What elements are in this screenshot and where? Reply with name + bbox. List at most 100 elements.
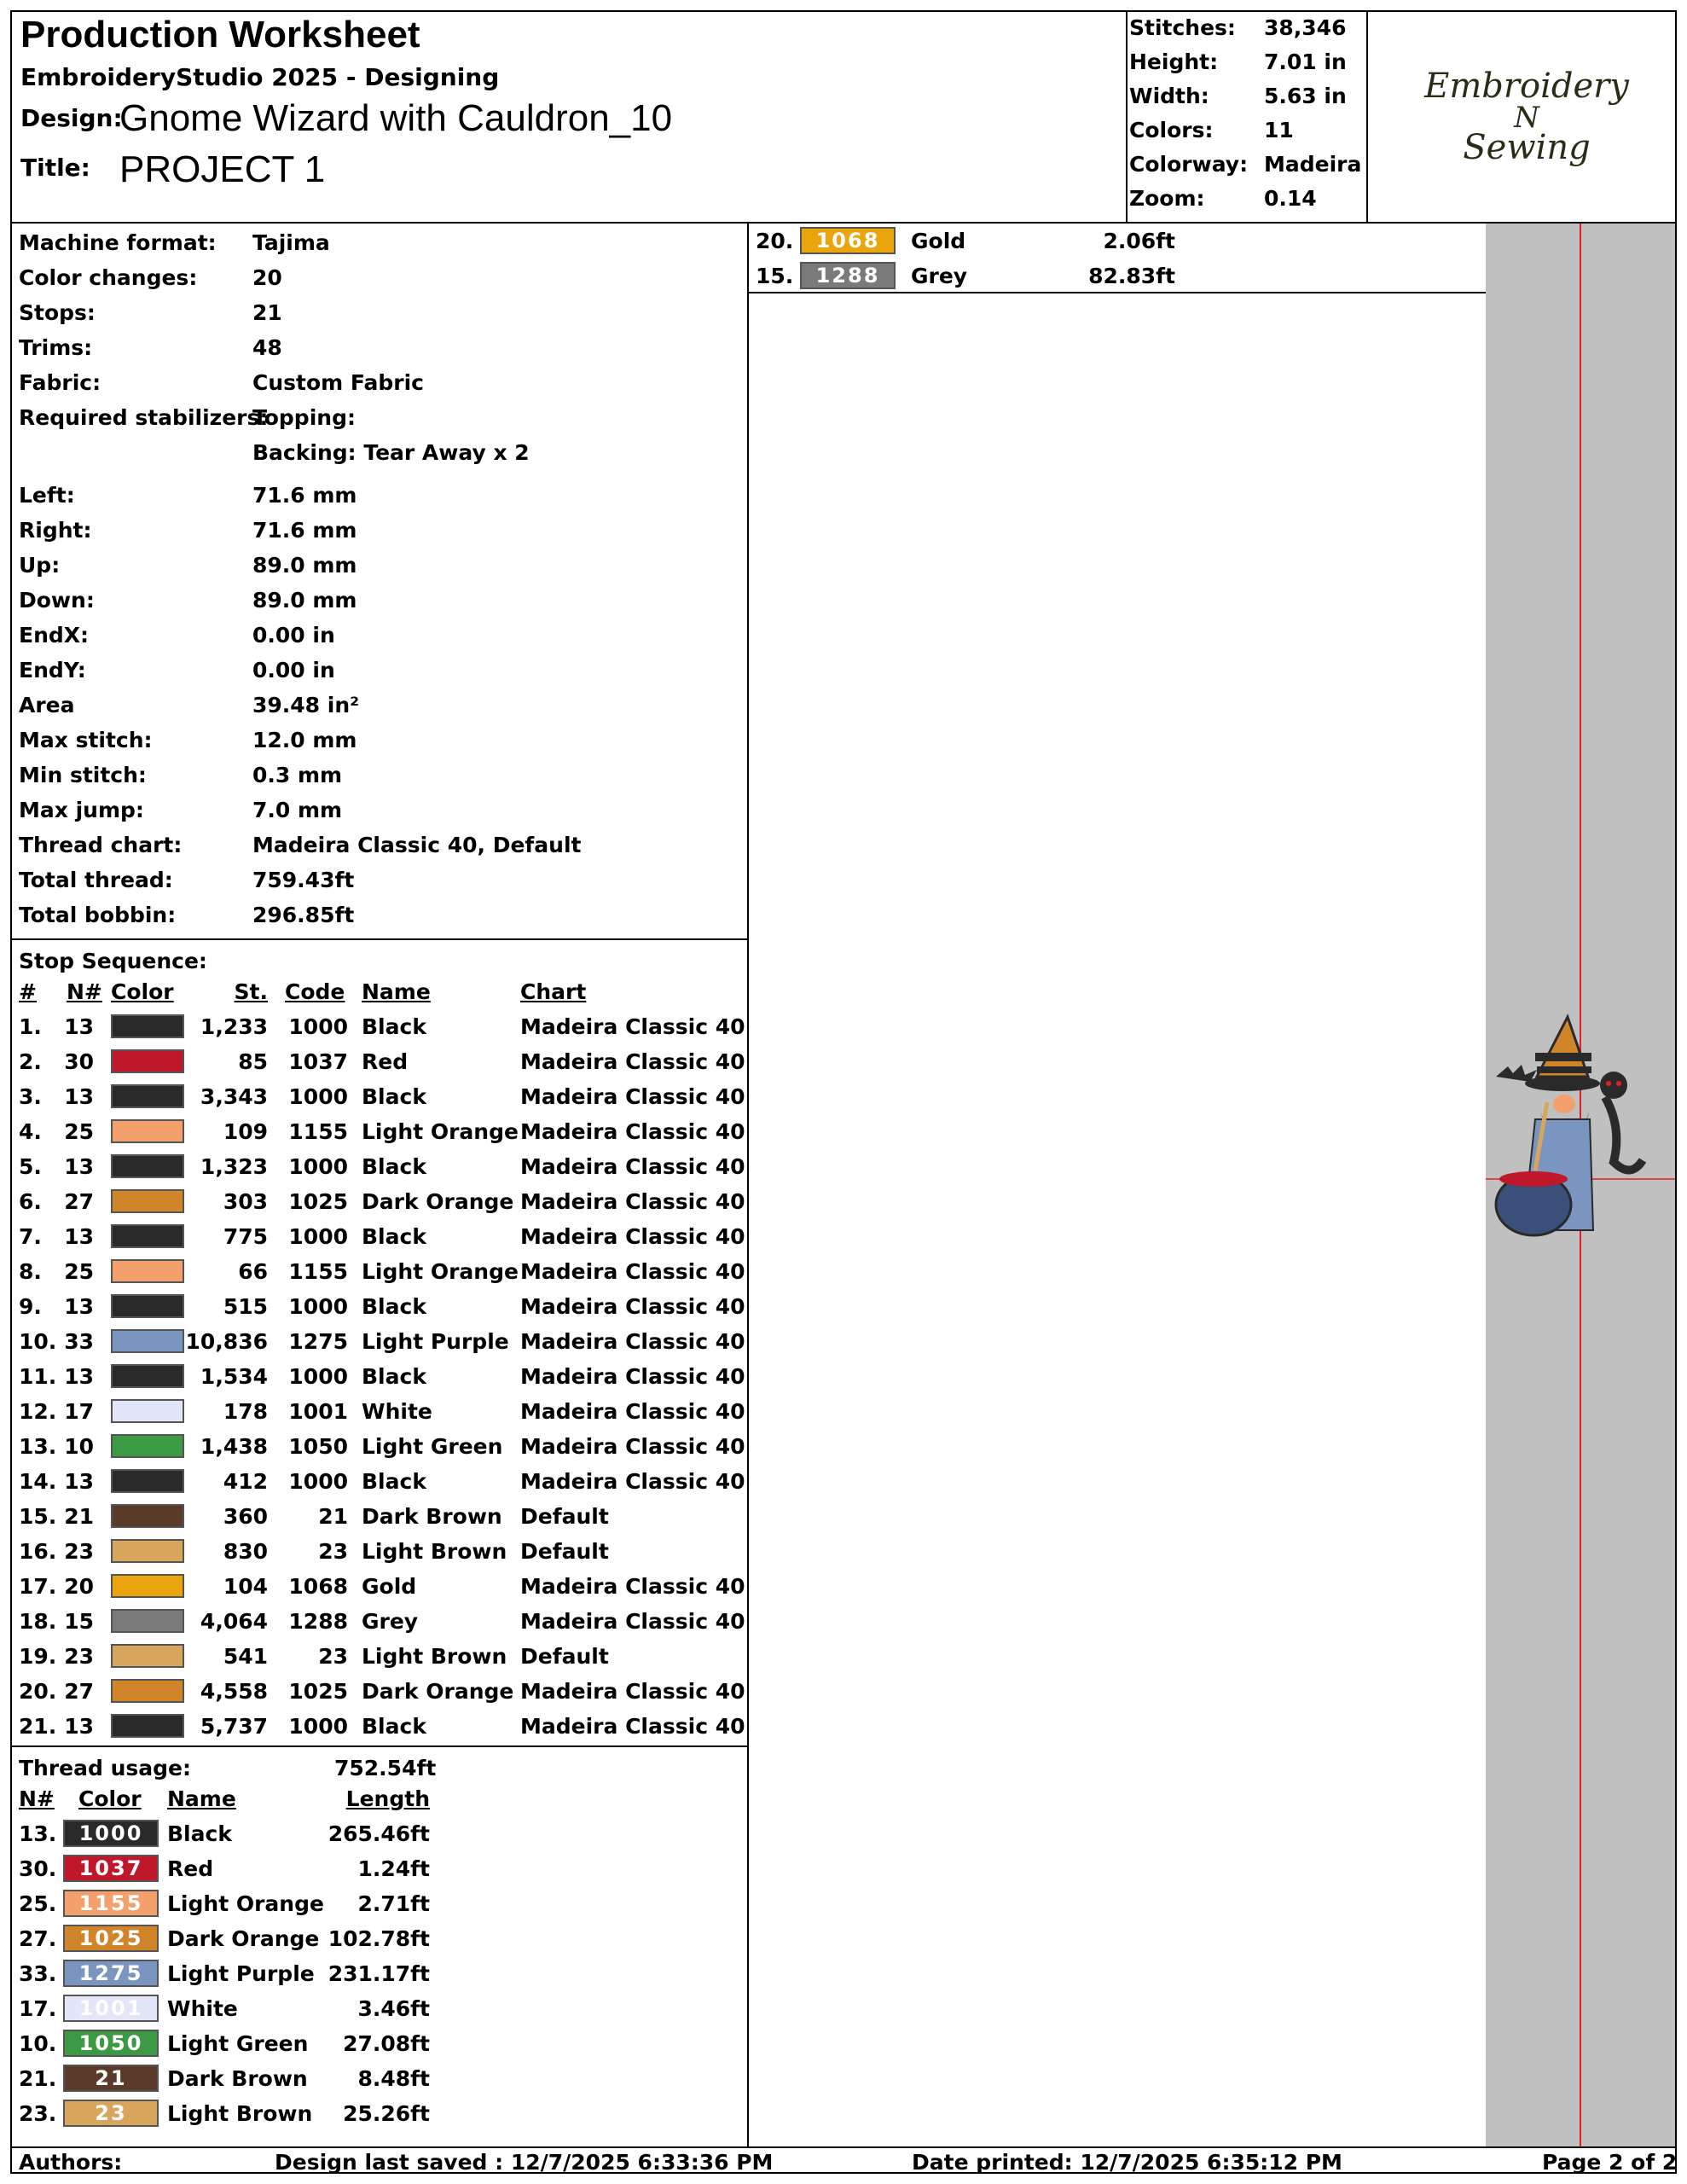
footer-top-rule [12, 2146, 1675, 2148]
stop-row: 8. 25 66 1155 Light Orange Madeira Classic 40 [12, 1254, 754, 1289]
column-divider [747, 224, 749, 2148]
detail-label: Required stabilizers: [19, 405, 269, 430]
stop-row: 21. 13 5,737 1000 Black Madeira Classic 40 [12, 1709, 754, 1744]
stop-number: 8. [19, 1259, 42, 1284]
stitch-count: 178 [223, 1399, 268, 1424]
color-swatch [111, 1049, 184, 1073]
thread-code: 1025 [288, 1189, 348, 1214]
usage-length: 25.26ft [343, 2101, 430, 2126]
usage-length: 3.46ft [357, 1996, 430, 2021]
stop-number: 3. [19, 1084, 42, 1109]
thread-chart: Madeira Classic 40 [520, 1049, 745, 1074]
thread-chart: Madeira Classic 40 [520, 1399, 745, 1424]
thread-chart: Default [520, 1504, 609, 1529]
needle-number: 13 [64, 1714, 94, 1739]
thread-name: Dark Orange [362, 1679, 514, 1704]
usage-needle: 10. [19, 2031, 57, 2056]
summary-value: 38,346 [1264, 15, 1347, 40]
stop-row: 5. 13 1,323 1000 Black Madeira Classic 40 [12, 1149, 754, 1184]
detail-label: Trims: [19, 335, 93, 360]
thread-code: 1275 [288, 1329, 348, 1354]
needle-number: 33 [64, 1329, 94, 1354]
detail-label: Total bobbin: [19, 903, 177, 927]
detail-label: Area [19, 693, 75, 717]
detail-label: EndY: [19, 658, 86, 682]
color-swatch [111, 1714, 184, 1738]
color-swatch [111, 1679, 184, 1703]
usage-name: Black [167, 1821, 232, 1846]
thread-code: 1000 [288, 1154, 348, 1179]
logo-line-3: Sewing [1463, 128, 1591, 167]
stop-row: 9. 13 515 1000 Black Madeira Classic 40 [12, 1289, 754, 1324]
usage-name: Grey [911, 264, 968, 288]
stop-row: 6. 27 303 1025 Dark Orange Madeira Classic 40 [12, 1184, 754, 1219]
stop-row: 16. 23 830 23 Light Brown Default [12, 1534, 754, 1569]
usage-length: 27.08ft [343, 2031, 430, 2056]
machine-details: Machine format: Tajima Color changes: 20 Sto… [12, 224, 747, 940]
stop-row: 18. 15 4,064 1288 Grey Madeira Classic 40 [12, 1604, 754, 1639]
summary-label: Width: [1129, 84, 1209, 108]
usage-row: 23. 23 Light Brown 25.26ft [12, 2096, 754, 2131]
usage-header-name: Name [167, 1786, 236, 1811]
gnome-figure [1494, 1014, 1647, 1237]
color-swatch [111, 1154, 184, 1178]
stop-row: 2. 30 85 1037 Red Madeira Classic 40 [12, 1044, 754, 1079]
usage-color-code: 23 [63, 2100, 159, 2127]
usage-color-code: 1068 [800, 227, 896, 254]
usage-needle: 33. [19, 1961, 57, 1986]
usage-row: 20. 1068 Gold 2.06ft [749, 224, 1491, 258]
thread-name: Light Orange [362, 1119, 519, 1144]
summary-value: Madeira [1264, 152, 1362, 177]
stop-number: 12. [19, 1399, 57, 1424]
needle-number: 13 [64, 1364, 94, 1389]
stop-row: 11. 13 1,534 1000 Black Madeira Classic 40 [12, 1359, 754, 1394]
stitch-count: 775 [223, 1224, 268, 1249]
thread-code: 1000 [288, 1084, 348, 1109]
usage-length: 2.71ft [357, 1891, 430, 1916]
design-label: Design: [20, 104, 123, 132]
color-swatch [111, 1224, 184, 1248]
thread-chart: Madeira Classic 40 [520, 1329, 745, 1354]
usage-needle: 15. [756, 264, 794, 288]
thread-name: Black [362, 1714, 426, 1739]
usage-needle: 21. [19, 2066, 57, 2091]
stop-number: 4. [19, 1119, 42, 1144]
stitch-count: 104 [223, 1574, 268, 1599]
stop-number: 1. [19, 1014, 42, 1039]
color-swatch [111, 1294, 184, 1318]
needle-number: 13 [64, 1224, 94, 1249]
stitch-count: 1,438 [200, 1434, 268, 1459]
thread-chart: Madeira Classic 40 [520, 1189, 745, 1214]
stitch-count: 1,534 [200, 1364, 268, 1389]
detail-value: 89.0 mm [252, 553, 357, 578]
usage-needle: 25. [19, 1891, 57, 1916]
detail-label: Total thread: [19, 868, 173, 892]
stop-number: 7. [19, 1224, 42, 1249]
col-header-st: St. [234, 979, 268, 1004]
usage-row: 15. 1288 Grey 82.83ft [749, 258, 1491, 293]
thread-chart: Default [520, 1644, 609, 1669]
stop-sequence-title: Stop Sequence: [19, 949, 207, 973]
thread-code: 1025 [288, 1679, 348, 1704]
detail-label: Down: [19, 588, 95, 613]
usage-color-code: 1155 [63, 1890, 159, 1917]
thread-name: Red [362, 1049, 409, 1074]
col-header-chart: Chart [520, 979, 587, 1004]
design-preview [1486, 224, 1675, 2148]
stop-row: 20. 27 4,558 1025 Dark Orange Madeira Classic… [12, 1674, 754, 1709]
stop-row: 13. 10 1,438 1050 Light Green Madeira Classic… [12, 1429, 754, 1464]
detail-label: Max jump: [19, 798, 144, 822]
usage-color-code: 1000 [63, 1820, 159, 1847]
usage-length: 8.48ft [357, 2066, 430, 2091]
detail-value: 48 [252, 335, 282, 360]
continued-bottom-rule [749, 292, 1486, 293]
detail-value: 0.00 in [252, 658, 335, 682]
col-header-n: N# [67, 979, 102, 1004]
usage-header: N# Color Name Length [12, 1781, 754, 1816]
thread-name: Dark Orange [362, 1189, 514, 1214]
color-swatch [111, 1084, 184, 1108]
stop-number: 11. [19, 1364, 57, 1389]
usage-name: Light Purple [167, 1961, 315, 1986]
thread-chart: Madeira Classic 40 [520, 1084, 745, 1109]
stop-row: 15. 21 360 21 Dark Brown Default [12, 1499, 754, 1534]
